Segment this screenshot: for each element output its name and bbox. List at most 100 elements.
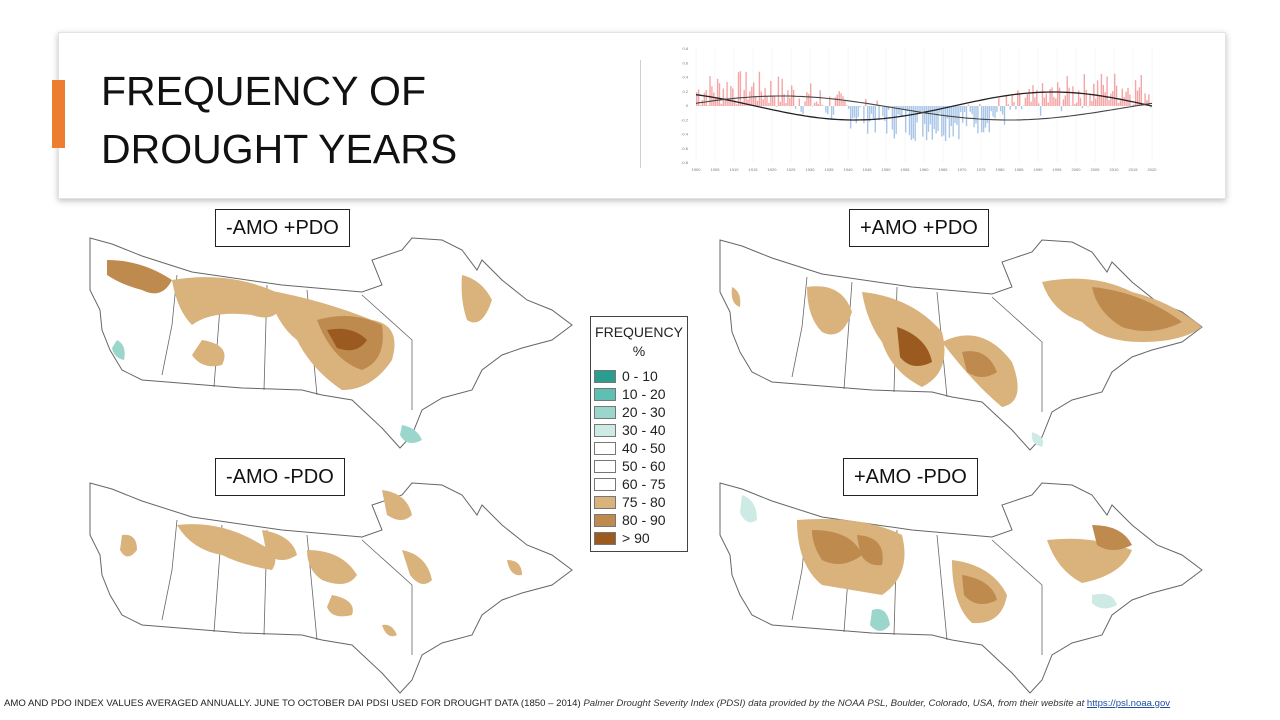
legend-swatch (594, 423, 616, 437)
x-tick-label: 1915 (749, 167, 759, 172)
index-bar (960, 106, 962, 113)
index-bar (1043, 97, 1046, 106)
footer-link[interactable]: https://psl.noaa.gov (1086, 698, 1171, 709)
index-bar (756, 100, 759, 106)
title-line-1: FREQUENCY OF (101, 68, 426, 114)
index-bar (935, 106, 937, 134)
legend-item: 10 - 20 (591, 385, 687, 403)
index-bar (1053, 96, 1055, 106)
index-bar (1003, 106, 1006, 125)
index-bar (984, 106, 987, 128)
frequency-legend: FREQUENCY % 0 - 10 10 - 20 20 - 30 30 - 40 4… (590, 316, 688, 552)
index-bar (1108, 99, 1110, 106)
legend-swatch (594, 405, 616, 419)
index-bar (895, 106, 897, 135)
index-bar (931, 106, 933, 140)
index-bar (811, 106, 814, 107)
index-bar (846, 105, 848, 106)
index-bar (834, 97, 837, 106)
legend-range: > 90 (622, 530, 650, 546)
index-bar (718, 83, 721, 106)
index-bar (1110, 93, 1112, 106)
index-bar (886, 106, 888, 134)
index-bar (887, 106, 890, 110)
accent-bar (52, 80, 65, 148)
index-bar (772, 96, 774, 106)
index-bar (1148, 94, 1150, 106)
x-tick-label: 1985 (1015, 167, 1025, 172)
index-bar (994, 106, 996, 119)
index-bar (1066, 76, 1068, 106)
index-bar (1123, 97, 1125, 106)
legend-title: FREQUENCY (595, 324, 683, 340)
x-tick-label: 1990 (1034, 167, 1044, 172)
index-bar (726, 82, 728, 106)
index-bar (741, 101, 743, 106)
drought-patches (740, 495, 1132, 631)
index-bar (1068, 87, 1070, 106)
index-bar (707, 105, 709, 106)
index-bar (863, 106, 865, 124)
legend-item: 80 - 90 (591, 511, 687, 529)
index-bar (1013, 102, 1015, 106)
legend-item: 30 - 40 (591, 421, 687, 439)
index-bar (825, 106, 827, 113)
index-bar (849, 106, 852, 129)
map-label-neg-amo-neg-pdo: -AMO -PDO (215, 458, 345, 496)
x-tick-label: 1945 (863, 167, 873, 172)
map-label-pos-amo-pos-pdo: +AMO +PDO (849, 209, 989, 247)
index-bar (1015, 106, 1017, 110)
index-bar (711, 86, 713, 106)
index-bar (832, 106, 835, 115)
index-bar (770, 80, 772, 106)
x-tick-label: 2010 (1110, 167, 1120, 172)
index-bar (1049, 88, 1051, 106)
index-bar (952, 106, 954, 137)
index-bar (1115, 85, 1118, 106)
index-bar (929, 106, 932, 125)
index-bar (747, 99, 749, 106)
index-bar (918, 106, 920, 112)
legend-item: 0 - 10 (591, 367, 687, 385)
index-bar (908, 106, 911, 136)
footer-source-note: AMO AND PDO INDEX VALUES AVERAGED ANNUAL… (4, 698, 1170, 709)
index-bar (720, 103, 723, 106)
index-bar (870, 106, 873, 114)
index-bar (821, 104, 823, 106)
legend-range: 75 - 80 (622, 494, 666, 510)
index-bar (946, 106, 949, 119)
x-tick-label: 1975 (977, 167, 987, 172)
index-bar (1098, 95, 1101, 106)
index-bar (1119, 100, 1122, 106)
index-bar (1136, 90, 1139, 106)
index-bar (851, 106, 854, 119)
index-bar (1007, 104, 1009, 106)
legend-swatch (594, 513, 616, 527)
index-bar (897, 106, 899, 115)
index-bar (1051, 87, 1053, 106)
x-tick-label: 1980 (996, 167, 1006, 172)
index-bar (798, 98, 800, 106)
y-tick-label: -0.8 (681, 160, 689, 165)
index-bar (722, 88, 724, 106)
map-pos-amo-pos-pdo (719, 239, 1203, 451)
index-bar (893, 106, 895, 139)
page-title: FREQUENCY OF DROUGHT YEARS (101, 62, 457, 178)
index-bar (973, 106, 975, 128)
index-bar (1106, 76, 1108, 106)
pdo-trend-line (695, 95, 1153, 121)
index-bar (730, 85, 732, 106)
index-bar (716, 78, 719, 106)
index-bar (1024, 97, 1027, 106)
index-bar (906, 106, 909, 112)
x-tick-label: 1930 (806, 167, 816, 172)
index-bar (815, 101, 818, 106)
index-bar (781, 78, 783, 106)
index-bar (1074, 104, 1076, 106)
legend-swatch (594, 369, 616, 383)
index-bar (1020, 106, 1023, 110)
index-bar (1028, 89, 1030, 106)
x-tick-label: 2005 (1091, 167, 1101, 172)
y-tick-label: 0.4 (682, 75, 688, 80)
legend-unit: % (632, 343, 646, 359)
